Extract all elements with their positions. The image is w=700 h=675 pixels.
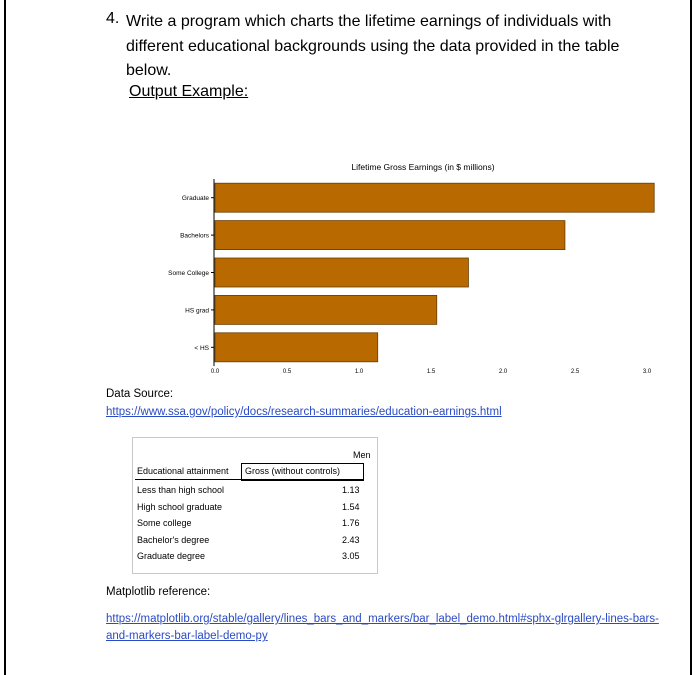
chart-category-label: Some College xyxy=(168,270,209,277)
chart-x-tick-label: 3.0 xyxy=(643,369,652,375)
table-row-label: Some college xyxy=(137,518,192,528)
chart-bar xyxy=(214,182,655,213)
chart-bar xyxy=(214,220,566,250)
matplotlib-reference-link[interactable]: https://matplotlib.org/stable/gallery/li… xyxy=(106,611,686,645)
chart-x-tick-label: 0.0 xyxy=(211,369,220,375)
earnings-table: Men Educational attainment Gross (withou… xyxy=(132,437,378,574)
earnings-bar-chart: Lifetime Gross Earnings (in $ millions) G… xyxy=(168,162,655,375)
matplotlib-reference-label: Matplotlib reference: xyxy=(106,586,211,598)
data-source-link[interactable]: https://www.ssa.gov/policy/docs/research… xyxy=(106,406,502,418)
chart-title: Lifetime Gross Earnings (in $ millions) xyxy=(351,162,494,172)
output-example-heading: Output Example: xyxy=(129,83,249,100)
chart-x-tick-label: 2.0 xyxy=(499,369,508,375)
question-number: 4. xyxy=(106,10,120,27)
table-value-header-box xyxy=(241,463,364,481)
matplotlib-link-line-1[interactable]: https://matplotlib.org/stable/gallery/li… xyxy=(106,613,659,625)
table-group-header: Men xyxy=(353,450,371,460)
table-row-label: Bachelor's degree xyxy=(137,535,210,545)
table-row-value: 1.54 xyxy=(342,502,360,512)
chart-x-tick-label: 2.5 xyxy=(571,369,580,375)
chart-bar xyxy=(214,332,379,363)
table-row-value: 3.05 xyxy=(342,551,360,561)
table-row-value: 2.43 xyxy=(342,535,360,545)
table-header-underline xyxy=(135,479,363,480)
chart-x-tick-label: 1.5 xyxy=(427,369,436,375)
chart-category-label: Bachelors xyxy=(180,233,210,240)
table-row-label: High school graduate xyxy=(137,502,223,512)
table-col2-header: Gross (without controls) xyxy=(245,466,341,476)
page-border-right xyxy=(690,0,692,675)
page-border-left xyxy=(4,0,6,675)
chart-category-label: Graduate xyxy=(182,195,209,202)
table-row-value: 1.13 xyxy=(342,485,360,495)
chart-bar xyxy=(214,294,438,325)
matplotlib-link-line-2[interactable]: and-markers-bar-label-demo-py xyxy=(106,630,268,642)
table-row-label: Graduate degree xyxy=(137,551,206,561)
chart-category-label: HS grad xyxy=(185,307,209,314)
table-col1-header: Educational attainment xyxy=(137,466,229,476)
table-row-value: 1.76 xyxy=(342,518,360,528)
data-source-label: Data Source: xyxy=(106,388,174,400)
chart-bar xyxy=(214,257,469,288)
table-row-label: Less than high school xyxy=(137,485,225,495)
chart-category-label: < HS xyxy=(194,345,209,352)
chart-x-tick-label: 0.5 xyxy=(283,369,292,375)
question-text: Write a program which charts the lifetim… xyxy=(126,13,620,79)
chart-x-tick-label: 1.0 xyxy=(355,369,364,375)
